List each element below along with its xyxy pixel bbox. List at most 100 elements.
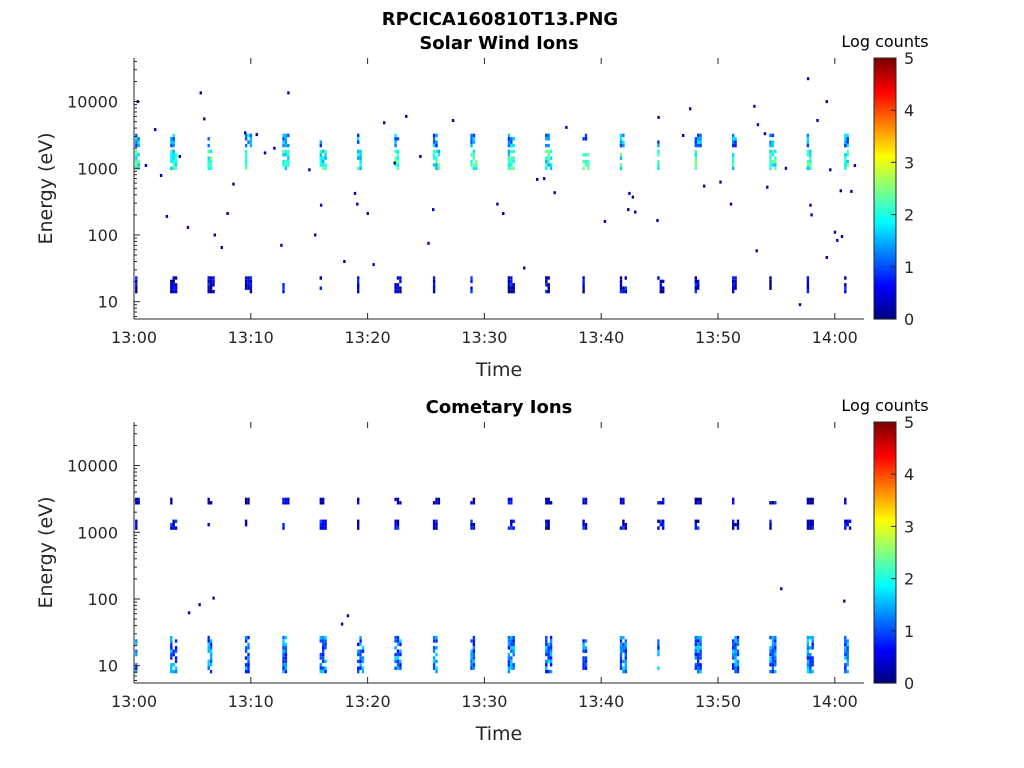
data-bin [135,652,138,657]
colorbar-segment [874,448,896,451]
data-bin [622,659,625,664]
data-bin [470,289,473,294]
data-bin [472,635,476,640]
colorbar-segment [874,227,896,231]
data-bin [774,642,777,647]
data-bin [732,289,735,294]
data-bin [319,163,322,167]
data-bin [582,666,585,670]
colorbar-segment [874,225,896,229]
colorbar-segment [874,64,896,68]
data-bin [619,166,623,171]
data-bin [662,279,665,284]
colorbar-segment [874,149,896,153]
data-bin [470,140,473,144]
data-bin [170,635,173,640]
colorbar-segment [874,543,896,547]
data-bin [844,652,847,657]
data-bin [771,639,775,643]
data-bin [359,649,362,653]
data-bin [844,649,847,653]
data-bin [322,649,325,653]
data-bin [322,526,325,530]
data-bin [699,639,702,643]
data-bin [657,143,660,148]
data-bin [247,501,250,505]
colorbar-segment [874,548,896,551]
colorbar-segment [874,218,896,222]
data-point [656,219,659,222]
data-point [427,241,430,245]
data-bin [809,159,812,164]
data-bin [284,666,288,670]
data-bin [207,143,210,148]
data-bin [699,497,702,502]
data-bin [396,153,400,157]
colorbar-segment [874,609,896,612]
data-bin [435,666,438,670]
data-bin [472,663,476,667]
data-bin [472,649,476,653]
data-bin [657,159,660,164]
data-bin [734,143,737,148]
data-bin [806,289,810,294]
data-bin [507,143,511,148]
data-bin [547,133,550,138]
data-bin [662,497,665,502]
data-bin [844,663,847,667]
data-bin [732,519,735,523]
data-bin [622,133,625,138]
colorbar-segment [874,234,896,237]
data-point [496,202,499,206]
colorbar-tick-label: 3 [904,517,914,536]
data-bin [470,659,473,664]
data-point [393,161,396,165]
data-bin [806,153,810,157]
colorbar-segment [874,264,896,268]
data-bin [470,666,473,670]
colorbar-segment [874,659,896,662]
data-bin [137,137,140,141]
data-bin [399,276,402,280]
data-bin [359,163,362,167]
data-bin [624,659,627,664]
data-bin [512,143,515,148]
data-bin [736,642,740,647]
data-bin [774,659,777,664]
data-bin [619,163,623,167]
data-point [220,246,223,249]
data-bin [811,669,814,674]
data-bin [582,166,585,171]
figure-title: RPCICA160810T13.PNG [382,9,618,30]
data-bin [545,523,548,527]
colorbar-segment [874,476,896,480]
data-bin [545,649,548,653]
data-bin [619,639,623,643]
data-bin [844,642,847,647]
colorbar-segment [874,600,896,604]
colorbar-segment [874,517,896,521]
data-bin [432,526,436,530]
colorbar-segment [874,456,896,460]
data-bin [582,519,585,523]
colorbar-segment [874,439,896,443]
data-bin [846,663,849,667]
data-bin [510,166,513,171]
data-bin [322,519,325,523]
data-bin [172,523,175,527]
data-bin [769,276,772,280]
data-bin [699,501,702,505]
data-bin [809,501,812,505]
colorbar-segment [874,458,896,462]
x-tick-label: 14:00 [812,328,858,347]
data-bin [659,279,662,284]
data-bin [135,283,138,287]
data-bin [662,501,665,505]
data-bin [322,666,325,670]
data-bin [732,656,735,660]
data-bin [806,635,810,640]
data-bin [135,649,138,653]
data-bin [545,276,548,280]
colorbar-segment [874,103,896,107]
colorbar-segment [874,190,896,194]
